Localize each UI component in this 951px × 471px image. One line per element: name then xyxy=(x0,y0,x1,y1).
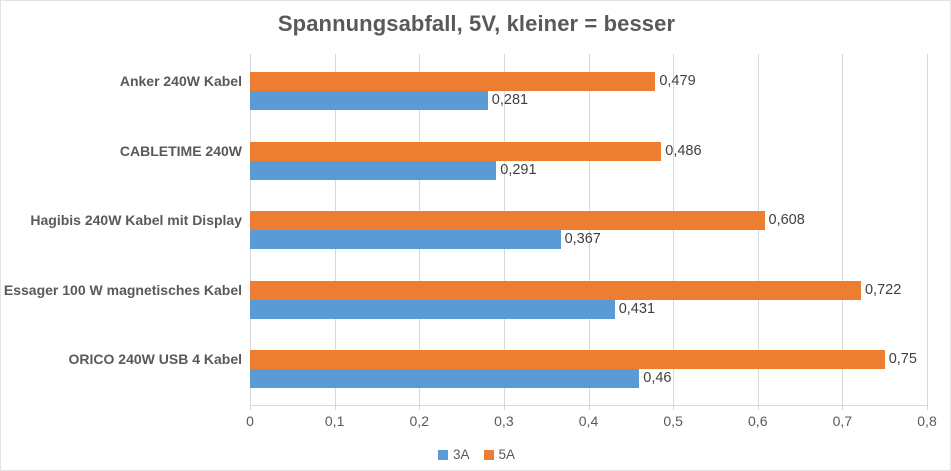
legend-swatch-icon xyxy=(437,449,448,460)
bar-5a[interactable] xyxy=(250,72,656,91)
bar-5a[interactable] xyxy=(250,280,861,300)
bar-value-label: 0,281 xyxy=(491,92,529,108)
bar-5a[interactable] xyxy=(250,211,765,230)
legend-swatch-icon xyxy=(483,449,494,460)
category-label: CABLETIME 240W xyxy=(119,142,242,159)
bar-group: 0,479 0,281 xyxy=(250,55,927,115)
category-label: Anker 240W Kabel xyxy=(119,73,242,89)
legend-label: 5A xyxy=(498,447,516,462)
bar-value-label: 0,479 xyxy=(659,73,696,89)
bar-3a[interactable] xyxy=(250,160,497,180)
category-label: ORICO 240W USB 4 Kabel xyxy=(68,351,243,367)
bar-value-label: 0,486 xyxy=(665,142,702,159)
legend-label: 3A xyxy=(452,447,470,462)
tick-mark xyxy=(250,405,251,410)
bar-group: 0,722 0,431 xyxy=(250,264,927,324)
legend-item-3a[interactable]: 3A xyxy=(437,447,470,462)
x-tick-label: 0,8 xyxy=(917,413,937,429)
gridline xyxy=(927,54,928,405)
x-tick-label: 0,4 xyxy=(578,413,599,429)
chart-legend: 3A 5A xyxy=(1,447,950,462)
bar-group: 0,608 0,367 xyxy=(250,194,927,254)
bar-3a[interactable] xyxy=(250,230,561,249)
tick-mark xyxy=(419,405,421,410)
tick-mark xyxy=(503,405,505,410)
bar-3a[interactable] xyxy=(250,91,488,110)
bar-5a[interactable] xyxy=(250,350,885,369)
bar-3a[interactable] xyxy=(250,299,615,319)
bar-value-label: 0,431 xyxy=(618,300,656,317)
x-tick-label: 0 xyxy=(246,413,254,429)
bar-group: 0,486 0,291 xyxy=(250,125,927,185)
plot-area: 0,479 0,281 0,486 0,291 0,608 0,367 0,722 0,431… xyxy=(250,54,928,405)
tick-mark xyxy=(673,405,675,410)
tick-mark xyxy=(334,405,336,410)
bar-value-label: 0,608 xyxy=(768,212,805,228)
x-tick-label: 0,3 xyxy=(494,413,514,429)
bar-value-label: 0,722 xyxy=(864,281,902,298)
x-tick-label: 0,1 xyxy=(324,413,345,429)
tick-mark xyxy=(757,405,759,410)
x-tick-label: 0,5 xyxy=(663,413,683,429)
gridline xyxy=(842,54,844,405)
x-tick-label: 0,7 xyxy=(832,413,853,429)
legend-item-5a[interactable]: 5A xyxy=(483,447,516,462)
bar-value-label: 0,75 xyxy=(888,351,917,367)
bar-value-label: 0,46 xyxy=(643,370,672,386)
bar-3a[interactable] xyxy=(250,369,640,388)
chart-title: Spannungsabfall, 5V, kleiner = besser xyxy=(277,11,676,36)
bar-group: 0,75 0,46 xyxy=(250,333,927,393)
x-tick-label: 0,6 xyxy=(748,413,768,429)
tick-mark xyxy=(927,405,928,410)
category-label: Hagibis 240W Kabel mit Display xyxy=(30,212,242,228)
x-tick-label: 0,2 xyxy=(409,413,429,429)
bar-value-label: 0,291 xyxy=(500,161,537,178)
bar-value-label: 0,367 xyxy=(564,231,601,247)
bar-5a[interactable] xyxy=(250,141,662,161)
tick-mark xyxy=(842,405,844,410)
category-label: Essager 100 W magnetisches Kabel xyxy=(3,281,242,298)
tick-mark xyxy=(588,405,590,410)
